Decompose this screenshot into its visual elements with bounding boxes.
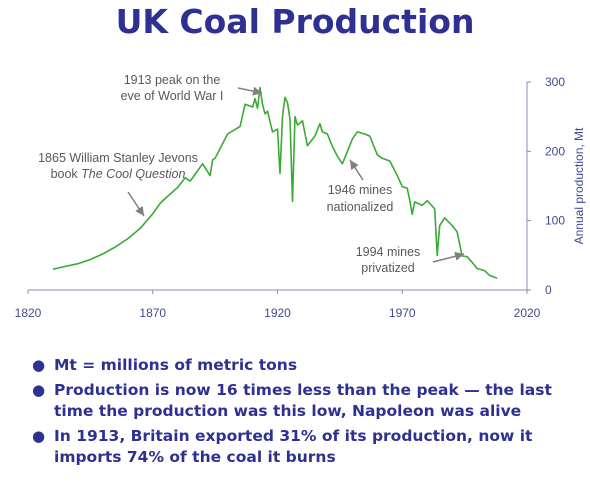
bullet-item: ● In 1913, Britain exported 31% of its pr… bbox=[32, 427, 533, 466]
annotation-text: book The Cool Question bbox=[51, 167, 186, 181]
page-title: UK Coal Production bbox=[115, 2, 475, 41]
annotation: 1865 William Stanley Jevons book The Cool… bbox=[38, 151, 198, 217]
annotation-arrow bbox=[127, 191, 145, 217]
bullet-dot-icon: ● bbox=[32, 356, 46, 374]
coal-production-chart: 1820 1870 1920 1970 2020 0 100 200 300 Annual pro… bbox=[15, 73, 586, 320]
annotation: 1913 peak on the eve of World War I bbox=[121, 73, 263, 103]
x-tick-label: 1870 bbox=[139, 306, 166, 320]
bullet-item: ● Production is now 16 times less than th… bbox=[32, 381, 552, 420]
annotations: 1913 peak on the eve of World War I 1865 W… bbox=[38, 73, 465, 275]
x-tick-label: 1970 bbox=[389, 306, 416, 320]
y-tick-label: 0 bbox=[545, 283, 552, 297]
annotation-text: nationalized bbox=[327, 200, 394, 214]
y-axis-label: Annual production, Mt bbox=[572, 127, 586, 244]
annotation-text: eve of World War I bbox=[121, 89, 224, 103]
x-tick-label: 1920 bbox=[264, 306, 291, 320]
annotation-text: privatized bbox=[361, 261, 415, 275]
y-tick-label: 100 bbox=[545, 214, 565, 228]
annotation-arrow bbox=[432, 251, 465, 263]
annotation: 1994 mines privatized bbox=[356, 245, 465, 275]
bullet-list: ● Mt = millions of metric tons ● Productio… bbox=[28, 355, 573, 472]
annotation: 1946 mines nationalized bbox=[327, 159, 394, 214]
y-tick-label: 200 bbox=[545, 144, 565, 158]
production-series-line bbox=[52, 86, 498, 279]
y-tick-label: 300 bbox=[545, 75, 565, 89]
annotation-text: 1913 peak on the bbox=[124, 73, 221, 87]
x-tick-label: 1820 bbox=[15, 306, 42, 320]
annotation-arrow bbox=[349, 159, 364, 181]
x-tick-label: 2020 bbox=[514, 306, 541, 320]
annotation-text: 1994 mines bbox=[356, 245, 421, 259]
bullet-item: ● Mt = millions of metric tons bbox=[32, 356, 298, 374]
annotation-text: 1946 mines bbox=[328, 183, 393, 197]
bullet-dot-icon: ● bbox=[32, 381, 46, 399]
annotation-text: 1865 William Stanley Jevons bbox=[38, 151, 198, 165]
bullet-dot-icon: ● bbox=[32, 427, 46, 445]
chart-axes bbox=[27, 81, 531, 294]
annotation-arrow bbox=[237, 86, 263, 96]
tick-labels: 1820 1870 1920 1970 2020 0 100 200 300 Annual pro… bbox=[15, 75, 586, 320]
